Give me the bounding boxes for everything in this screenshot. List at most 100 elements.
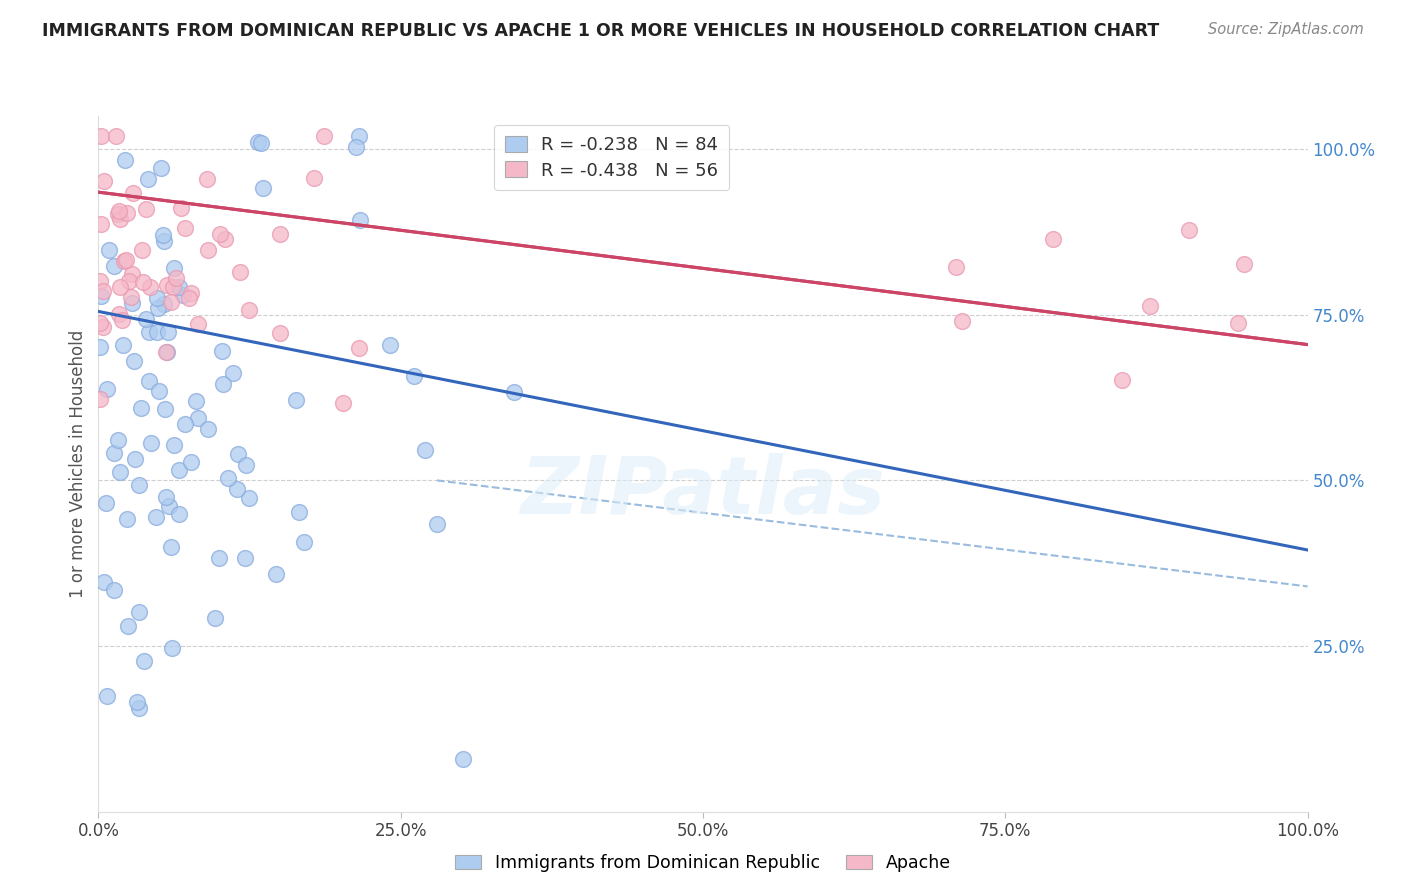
Point — [169, 508, 191, 522]
Point — [163, 260, 186, 275]
Point — [128, 477, 150, 491]
Point — [187, 317, 209, 331]
Point — [174, 417, 197, 431]
Point — [304, 171, 326, 186]
Point — [197, 243, 219, 257]
Point — [413, 442, 436, 457]
Point — [252, 181, 274, 195]
Point — [136, 172, 159, 186]
Point — [1111, 373, 1133, 387]
Point — [163, 438, 186, 452]
Point — [288, 505, 311, 519]
Point — [108, 465, 131, 479]
Point — [150, 161, 173, 175]
Point — [89, 274, 111, 288]
Point — [139, 280, 162, 294]
Point — [127, 695, 149, 709]
Point — [122, 186, 145, 201]
Point — [139, 436, 162, 450]
Point — [153, 234, 176, 248]
Point — [89, 340, 111, 354]
Point — [208, 227, 231, 241]
Point — [138, 325, 160, 339]
Point — [115, 252, 138, 267]
Point — [426, 516, 449, 531]
Point — [129, 401, 152, 415]
Point — [108, 212, 131, 227]
Point — [285, 392, 308, 407]
Point — [157, 499, 180, 513]
Point — [153, 296, 176, 310]
Point — [249, 136, 271, 150]
Point — [94, 496, 117, 510]
Point — [269, 227, 291, 241]
Legend: R = -0.238   N = 84, R = -0.438   N = 56: R = -0.238 N = 84, R = -0.438 N = 56 — [495, 125, 730, 190]
Point — [170, 202, 193, 216]
Point — [108, 307, 131, 321]
Point — [214, 232, 236, 246]
Point — [1042, 232, 1064, 246]
Point — [138, 374, 160, 388]
Point — [950, 314, 973, 328]
Point — [155, 278, 177, 293]
Point — [107, 433, 129, 447]
Point — [103, 446, 125, 460]
Point — [155, 402, 177, 417]
Point — [107, 207, 129, 221]
Point — [121, 296, 143, 310]
Point — [145, 292, 167, 306]
Point — [264, 566, 287, 581]
Point — [238, 491, 260, 505]
Point — [349, 128, 371, 143]
Point — [186, 394, 208, 409]
Point — [120, 289, 142, 303]
Point — [103, 260, 125, 274]
Point — [124, 451, 146, 466]
Point — [226, 447, 249, 461]
Point — [93, 174, 115, 188]
Point — [156, 325, 179, 339]
Point — [105, 128, 128, 143]
Point — [121, 267, 143, 281]
Point — [90, 289, 112, 303]
Point — [167, 280, 190, 294]
Point — [235, 551, 257, 566]
Point — [131, 243, 153, 257]
Point — [197, 422, 219, 436]
Point — [451, 752, 474, 766]
Point — [165, 271, 187, 285]
Y-axis label: 1 or more Vehicles in Household: 1 or more Vehicles in Household — [69, 330, 87, 598]
Point — [195, 172, 218, 186]
Legend: Immigrants from Dominican Republic, Apache: Immigrants from Dominican Republic, Apac… — [449, 847, 957, 879]
Point — [177, 291, 200, 305]
Point — [404, 368, 426, 383]
Point — [111, 313, 134, 327]
Point — [212, 377, 235, 392]
Point — [108, 280, 131, 294]
Point — [159, 540, 181, 554]
Point — [135, 202, 157, 216]
Point — [91, 320, 114, 334]
Point — [115, 511, 138, 525]
Point — [502, 385, 524, 400]
Point — [269, 326, 291, 340]
Point — [117, 619, 139, 633]
Point — [314, 128, 336, 143]
Point — [89, 316, 111, 330]
Point — [180, 455, 202, 469]
Point — [208, 551, 231, 566]
Point — [152, 227, 174, 242]
Point — [115, 206, 138, 220]
Text: IMMIGRANTS FROM DOMINICAN REPUBLIC VS APACHE 1 OR MORE VEHICLES IN HOUSEHOLD COR: IMMIGRANTS FROM DOMINICAN REPUBLIC VS AP… — [42, 22, 1160, 40]
Point — [225, 483, 247, 497]
Point — [114, 153, 136, 167]
Point — [97, 244, 120, 258]
Point — [145, 326, 167, 340]
Point — [118, 274, 141, 288]
Point — [93, 575, 115, 590]
Point — [148, 384, 170, 398]
Point — [235, 458, 257, 472]
Point — [228, 265, 250, 279]
Text: Source: ZipAtlas.com: Source: ZipAtlas.com — [1208, 22, 1364, 37]
Point — [160, 641, 183, 656]
